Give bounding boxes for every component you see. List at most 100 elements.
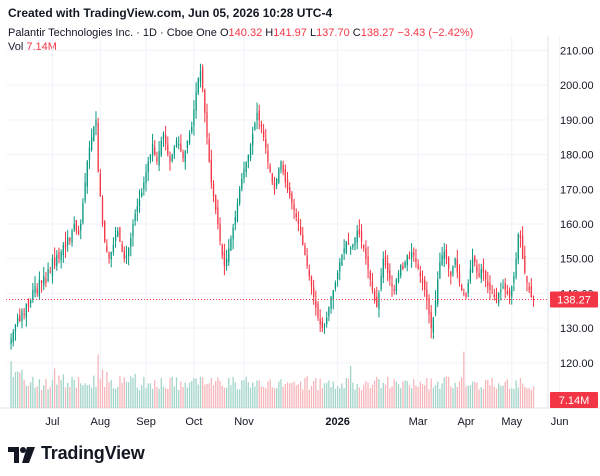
volume-bar <box>441 383 443 408</box>
volume-bar <box>445 376 448 408</box>
candle-body <box>32 289 34 300</box>
candle-body <box>295 213 297 218</box>
candle-body <box>232 227 234 240</box>
candle-body <box>110 251 112 260</box>
candle-body <box>508 290 511 297</box>
candle-body <box>12 331 14 342</box>
candle-body <box>428 298 430 315</box>
volume-bar <box>173 386 175 408</box>
candle-body <box>228 248 230 263</box>
volume-bar <box>502 385 504 408</box>
candle-body <box>471 258 474 273</box>
candle-body <box>106 245 108 252</box>
volume-bar <box>249 387 252 408</box>
volume-bar <box>99 379 101 408</box>
volume-bar <box>40 390 43 408</box>
candle-body <box>182 151 184 159</box>
volume-bar <box>293 381 295 408</box>
candle-body <box>517 234 519 260</box>
volume-bar <box>267 381 269 408</box>
candle-body <box>167 145 169 155</box>
volume-bar <box>332 381 334 408</box>
volume-bar <box>104 387 106 408</box>
symbol-name[interactable]: Palantir Technologies Inc. · 1D · Cboe O… <box>8 27 217 39</box>
volume-bar <box>282 387 284 408</box>
candle-body <box>304 245 306 256</box>
candle-body <box>465 292 467 297</box>
volume-bar <box>132 378 134 408</box>
volume-bar <box>511 388 513 408</box>
volume-bar <box>380 388 382 408</box>
volume-bar <box>319 378 321 408</box>
candle-body <box>47 269 49 281</box>
candle-body <box>458 272 461 284</box>
candle-body <box>130 237 132 247</box>
candle-body <box>86 161 88 187</box>
candle-body <box>456 259 458 273</box>
volume-bar <box>217 377 219 408</box>
candle-body <box>138 199 141 207</box>
volume-bar <box>97 354 99 408</box>
candle-body <box>45 278 47 284</box>
volume-bar <box>262 387 265 408</box>
volume-bar <box>495 388 498 408</box>
last-price-label: 138.27 <box>557 294 591 306</box>
candle-body <box>191 126 193 132</box>
candle-body <box>154 147 156 155</box>
volume-bar <box>373 380 376 408</box>
candle-body <box>502 286 504 288</box>
volume-bar <box>439 388 441 408</box>
candle-body <box>169 155 171 162</box>
candle-body <box>278 168 280 183</box>
volume-bar <box>64 387 67 408</box>
price-tick-label: 210.00 <box>560 45 594 57</box>
candle-body <box>495 293 498 301</box>
candle-body <box>23 313 25 315</box>
volume-bar <box>524 387 526 408</box>
time-tick-label: 2026 <box>325 416 349 428</box>
time-tick-label: Nov <box>234 416 254 428</box>
volume-bar <box>236 389 239 408</box>
volume-bar <box>195 378 197 408</box>
price-chart[interactable]: 120.00130.00140.00150.00160.00170.00180.… <box>0 0 600 440</box>
volume-bar <box>110 379 112 408</box>
volume-bar <box>188 382 191 408</box>
volume-bar <box>428 389 430 408</box>
volume-bar <box>326 382 328 408</box>
volume-bar <box>471 381 474 408</box>
candle-body <box>27 299 30 308</box>
time-axis[interactable]: Jul Aug Sep Oct Nov 2026 Mar Apr May Jun <box>45 416 568 428</box>
volume-bar <box>334 388 337 408</box>
volume-bar <box>308 390 310 408</box>
candle-body <box>310 275 313 287</box>
candle-body <box>393 289 395 291</box>
volume-bar <box>60 380 62 408</box>
candle-body <box>173 147 175 155</box>
price-axis[interactable]: 120.00130.00140.00150.00160.00170.00180.… <box>560 45 594 369</box>
candle-body <box>243 168 245 179</box>
candle-body <box>493 294 495 297</box>
volume-bar <box>328 380 330 408</box>
candle-body <box>319 318 321 325</box>
volume-bar <box>530 390 532 408</box>
candle-body <box>421 278 424 284</box>
candle-body <box>49 271 51 273</box>
candle-body <box>225 258 228 267</box>
volume-bar <box>71 376 73 408</box>
candle-body <box>484 270 487 280</box>
volume-bar <box>345 378 347 408</box>
candle-body <box>312 287 315 297</box>
candle-body <box>43 276 45 286</box>
volume-bar <box>387 376 389 408</box>
candle-body <box>445 249 448 259</box>
volume-bar <box>391 386 393 408</box>
candle-body <box>306 255 308 266</box>
volume-bar <box>491 378 493 408</box>
candle-body <box>53 257 56 266</box>
candle-body <box>347 243 350 245</box>
volume-bar <box>38 379 41 408</box>
candle-body <box>463 292 465 294</box>
candle-body <box>256 112 258 121</box>
candle-body <box>365 248 367 259</box>
candle-body <box>67 237 69 246</box>
